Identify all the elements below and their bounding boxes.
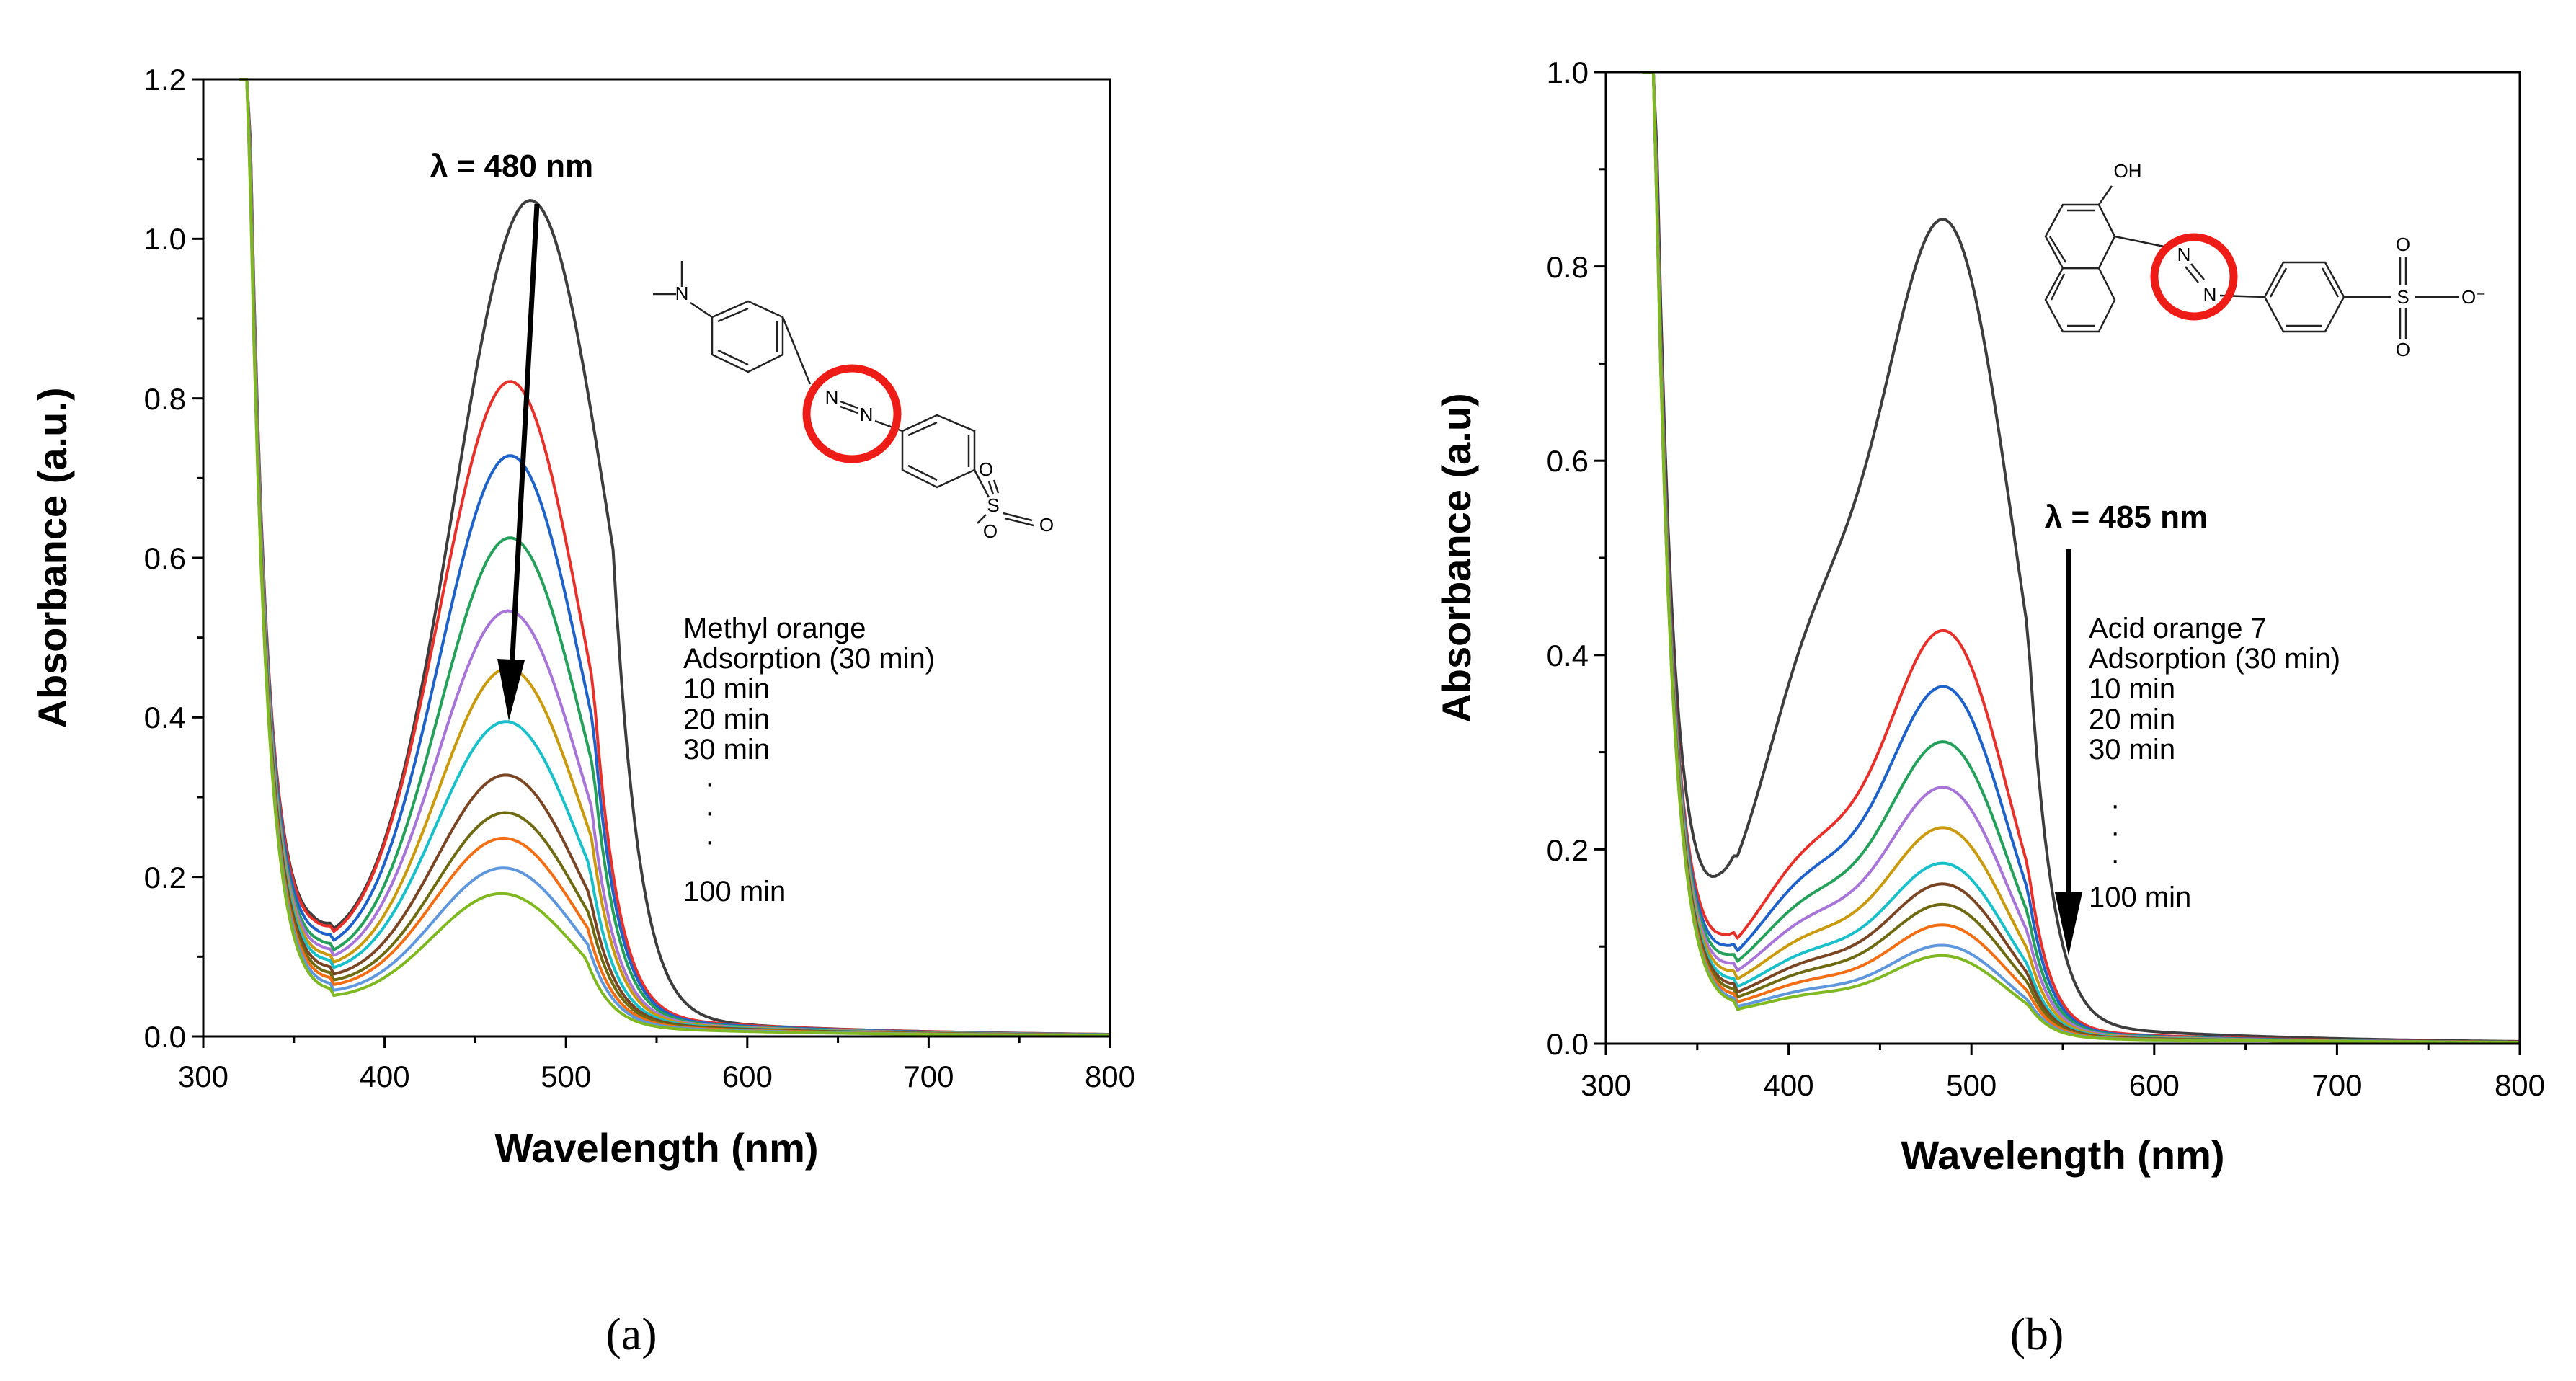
x-tick-label: 700	[2311, 1068, 2362, 1102]
legend-entry: 30 min	[683, 734, 770, 765]
legend-entry: ·	[2110, 817, 2120, 848]
series-line-70-min	[239, 78, 1110, 1037]
y-tick-label: 0.4	[144, 701, 186, 734]
y-tick-label: 0.2	[1547, 833, 1589, 867]
methyl-orange-structure: N N N S O O O	[653, 261, 1054, 542]
y-tick-label: 1.2	[144, 63, 186, 97]
atom-label: O	[979, 458, 993, 480]
series-line-40-min	[239, 78, 1110, 1036]
panel-a-y-tick-labels: 0.0 0.2 0.4 0.6 0.8 1.0 1.2	[144, 63, 186, 1054]
y-axis-label: Absorbance (a.u)	[1434, 393, 1479, 722]
series-line-methyl-orange	[239, 78, 1110, 1036]
panel-b-curves	[1642, 71, 2521, 1044]
y-tick-label: 1.0	[1547, 55, 1589, 89]
wavelength-annotation: λ = 480 nm	[430, 148, 593, 184]
panel-a-plot-frame	[202, 78, 1111, 1038]
decrease-arrow-head	[497, 659, 525, 721]
y-tick-label: 0.0	[144, 1020, 186, 1054]
decrease-arrow-shaft	[509, 203, 540, 671]
atom-label: O	[1039, 514, 1054, 536]
atom-label: N	[860, 404, 874, 425]
atom-label: O	[2396, 339, 2410, 360]
legend-entry: 30 min	[2089, 734, 2175, 765]
legend-entry: 100 min	[2089, 882, 2191, 913]
y-tick-label: 0.0	[1547, 1027, 1589, 1061]
wavelength-annotation: λ = 485 nm	[2045, 499, 2208, 535]
x-tick-label: 800	[1085, 1060, 1135, 1093]
series-line-100-min	[239, 78, 1110, 1037]
x-tick-label: 300	[178, 1060, 228, 1093]
series-line-20-min	[239, 78, 1110, 1036]
panel-a: 300 400 500 600 700 800 0.0 0.2 0.4 0.6 …	[30, 63, 1135, 1171]
atom-label: S	[2397, 286, 2409, 308]
panel-b-x-tick-labels: 300 400 500 600 700 800	[1581, 1068, 2545, 1102]
x-axis-label: Wavelength (nm)	[1901, 1132, 2224, 1178]
legend-entry: 10 min	[683, 673, 770, 705]
legend-entry: ·	[2110, 844, 2120, 876]
atom-label: N	[675, 283, 689, 304]
panel-a-x-tick-labels: 300 400 500 600 700 800	[178, 1060, 1135, 1093]
y-tick-label: 1.0	[144, 222, 186, 256]
panel-b-ticks	[1594, 71, 2521, 1055]
legend-entry: Adsorption (30 min)	[683, 643, 935, 675]
x-tick-label: 600	[2129, 1068, 2180, 1102]
atom-label: S	[987, 494, 999, 516]
y-tick-label: 0.6	[144, 541, 186, 575]
atom-label: N	[2203, 284, 2217, 306]
x-tick-label: 300	[1581, 1068, 1631, 1102]
x-tick-label: 400	[1764, 1068, 1814, 1102]
panel-caption-a: (a)	[605, 1308, 657, 1359]
panel-a-ticks	[192, 78, 1111, 1048]
x-tick-label: 600	[722, 1060, 773, 1093]
legend-entry: 10 min	[2089, 673, 2175, 705]
legend-entry: ·	[705, 768, 714, 799]
y-tick-label: 0.8	[1547, 250, 1589, 284]
x-tick-label: 400	[360, 1060, 410, 1093]
legend-entry: 20 min	[683, 703, 770, 735]
x-tick-label: 500	[541, 1060, 591, 1093]
atom-label: O	[2396, 234, 2410, 255]
legend-entry: ·	[2110, 789, 2120, 821]
y-tick-label: 0.8	[144, 382, 186, 416]
series-line-adsorption-30-min-	[239, 78, 1111, 1036]
atom-label: N	[825, 386, 839, 408]
legend-entry: ·	[705, 825, 714, 857]
atom-label: OH	[2114, 160, 2142, 182]
decrease-arrow-head	[2055, 892, 2082, 956]
x-axis-label: Wavelength (nm)	[494, 1125, 818, 1171]
atom-label: O⁻	[2461, 286, 2486, 308]
panel-caption-b: (b)	[2010, 1308, 2064, 1359]
x-tick-label: 800	[2495, 1068, 2545, 1102]
y-axis-label: Absorbance (a.u.)	[30, 388, 75, 729]
panel-b-legend: Acid orange 7 Adsorption (30 min) 10 min…	[2089, 613, 2340, 913]
x-tick-label: 700	[903, 1060, 954, 1093]
series-line-10-min	[239, 78, 1110, 1036]
panel-a-curves	[239, 78, 1111, 1037]
y-tick-label: 0.6	[1547, 444, 1589, 478]
x-tick-label: 500	[1946, 1068, 1997, 1102]
atom-label: N	[2177, 244, 2191, 265]
series-line-60-min	[239, 78, 1111, 1037]
series-line-90-min	[239, 78, 1110, 1037]
series-line-50-min	[239, 78, 1110, 1036]
panel-b: 300 400 500 600 700 800 0.0 0.2 0.4 0.6 …	[1434, 55, 2545, 1178]
legend-entry: Methyl orange	[683, 613, 866, 644]
legend-entry: 100 min	[683, 876, 786, 907]
legend-entry: Acid orange 7	[2089, 613, 2267, 644]
azo-bond-highlight-circle	[2150, 233, 2238, 321]
series-line-80-min	[239, 78, 1110, 1037]
acid-orange-7-structure: OH N N S O O O⁻	[2044, 160, 2486, 360]
series-line-30-min	[239, 78, 1111, 1036]
legend-entry: Adsorption (30 min)	[2089, 643, 2340, 675]
y-tick-label: 0.2	[144, 861, 186, 894]
legend-entry: ·	[705, 796, 714, 828]
azo-bond-highlight-circle	[802, 364, 902, 463]
panel-b-y-tick-labels: 0.0 0.2 0.4 0.6 0.8 1.0	[1547, 55, 1589, 1061]
panel-a-legend: Methyl orange Adsorption (30 min) 10 min…	[683, 613, 935, 907]
legend-entry: 20 min	[2089, 703, 2175, 735]
series-line-100-min	[1642, 71, 2520, 1044]
atom-label: O	[983, 520, 998, 542]
y-tick-label: 0.4	[1547, 639, 1589, 672]
